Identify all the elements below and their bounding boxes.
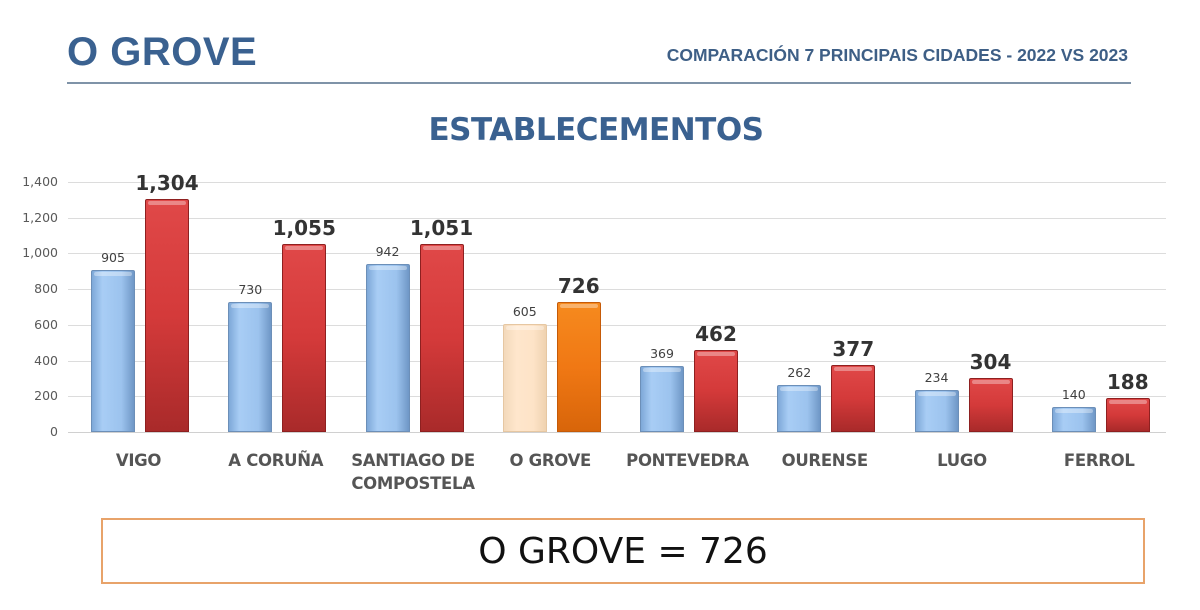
bar-2023: [419, 244, 464, 432]
value-label-2023: 377: [832, 336, 875, 361]
y-tick-label: 1,400: [22, 174, 58, 189]
y-tick-label: 0: [50, 424, 58, 439]
summary-box: O GROVE = 726: [101, 518, 1145, 584]
value-label-2023: 1,304: [135, 171, 199, 196]
header-divider: [67, 82, 1131, 84]
category-line-1: SANTIAGO DE: [351, 451, 475, 470]
bar-2023: [968, 377, 1013, 432]
category-line-1: VIGO: [115, 451, 162, 470]
category-line-2: COMPOSTELA: [351, 474, 475, 493]
value-label-2022: 262: [787, 365, 812, 381]
gridline: [68, 253, 1166, 254]
value-label-2022: 234: [924, 370, 949, 386]
x-category-label: OURENSE: [756, 449, 893, 472]
gridline: [68, 182, 1166, 183]
x-category-label: PONTEVEDRA: [619, 449, 756, 472]
bar-2023: [831, 364, 876, 432]
x-category-label: LUGO: [894, 449, 1031, 472]
gridline: [68, 325, 1166, 326]
category-line-1: O GROVE: [509, 451, 592, 470]
x-category-label: A CORUÑA: [207, 449, 344, 472]
y-tick-label: 1,000: [22, 245, 58, 260]
value-label-2023: 1,055: [272, 215, 336, 240]
category-line-1: LUGO: [937, 451, 987, 470]
category-line-1: FERROL: [1063, 451, 1135, 470]
category-line-1: OURENSE: [781, 451, 869, 470]
value-label-2022: 605: [512, 303, 537, 319]
value-label-2023: 1,051: [409, 216, 474, 241]
y-tick-label: 400: [34, 353, 58, 368]
x-category-label: O GROVE: [482, 449, 619, 472]
x-category-label: SANTIAGO DE COMPOSTELA: [345, 449, 482, 495]
value-label-2022: 369: [650, 346, 674, 362]
bar-2022: [1051, 407, 1096, 432]
bar-2022: [91, 270, 135, 432]
bar-2022: [777, 385, 822, 432]
gridline: [68, 361, 1166, 362]
value-label-2023: 304: [969, 349, 1012, 374]
bar-2022: [228, 301, 273, 432]
gridline: [68, 218, 1166, 219]
y-tick-label: 800: [34, 281, 58, 296]
value-label-2022: 730: [238, 281, 263, 297]
gridline: [68, 396, 1166, 397]
value-label-2022: 905: [101, 250, 125, 266]
y-tick-label: 200: [34, 388, 58, 403]
bar-2023: [694, 349, 738, 432]
bar-2022: [640, 366, 684, 432]
value-label-2023: 188: [1106, 370, 1149, 395]
gridline: [68, 289, 1166, 290]
x-category-label: VIGO: [70, 449, 207, 472]
page-subtitle: COMPARACIÓN 7 PRINCIPAIS CIDADES - 2022 …: [666, 45, 1128, 65]
summary-text: O GROVE = 726: [478, 530, 768, 572]
x-axis-line: [68, 432, 1166, 433]
category-line-1: PONTEVEDRA: [626, 451, 749, 470]
bar-2022: [502, 323, 547, 432]
chart-title: ESTABLECEMENTOS: [428, 112, 764, 148]
bar-2023: [145, 199, 189, 432]
value-label-2023: 462: [695, 321, 737, 346]
value-label-2022: 942: [375, 243, 400, 259]
x-category-label: FERROL: [1031, 449, 1168, 472]
value-label-2023: 726: [557, 274, 600, 299]
bar-2022: [914, 390, 959, 432]
bar-2023: [282, 243, 327, 432]
bar-2023: [556, 302, 601, 432]
y-tick-label: 1,200: [22, 210, 58, 225]
y-tick-label: 600: [34, 317, 58, 332]
category-line-1: A CORUÑA: [228, 451, 324, 470]
page-title: O GROVE: [67, 30, 258, 74]
value-label-2022: 140: [1061, 387, 1086, 402]
bar-2023: [1105, 398, 1150, 432]
bar-2022: [365, 263, 410, 432]
